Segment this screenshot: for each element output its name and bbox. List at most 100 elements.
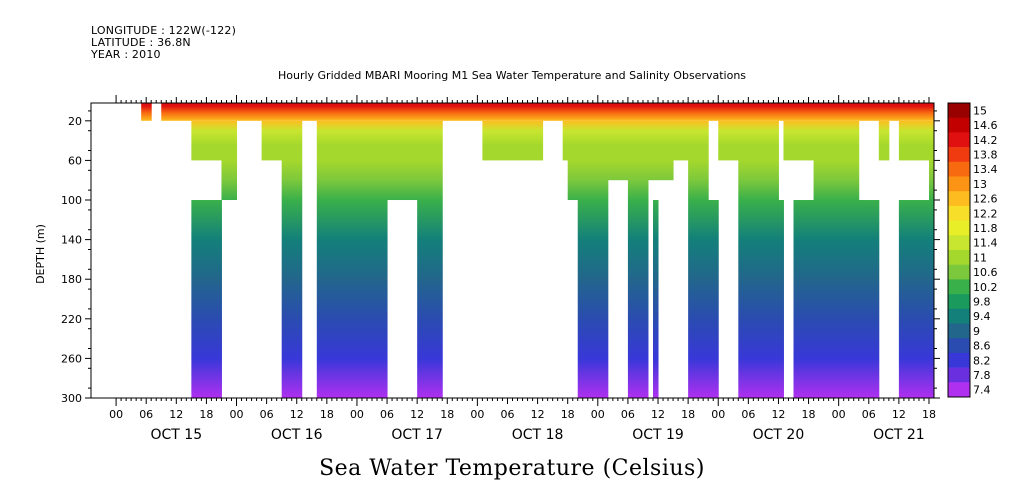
data-block: [783, 120, 815, 161]
x-tick-label: 06: [862, 408, 876, 421]
x-tick-label: 18: [199, 408, 213, 421]
colorbar-swatch: [948, 352, 970, 368]
colorbar-swatch: [948, 294, 970, 310]
y-tick-label: 220: [61, 313, 82, 326]
y-axis: 20 60 100 140 180 220 260 300: [61, 110, 940, 405]
colorbar-label: 9: [973, 325, 980, 338]
colorbar-swatch: [948, 117, 970, 133]
x-tick-label: 18: [561, 408, 575, 421]
data-block: [316, 120, 388, 399]
colorbar-swatch: [948, 323, 970, 339]
colorbar-label: 13.4: [973, 163, 998, 176]
colorbar-swatch: [948, 103, 970, 118]
colorbar-label: 9.4: [973, 310, 991, 323]
x-tick-label: 12: [531, 408, 545, 421]
colorbar-swatch: [948, 338, 970, 354]
x-tick-label: 06: [500, 408, 514, 421]
colorbar-label: 13: [973, 178, 987, 191]
year-label: YEAR : 2010: [91, 48, 161, 61]
x-tick-label: 00: [470, 408, 484, 421]
colorbar-swatch: [948, 205, 970, 221]
x-tick-label: 00: [591, 408, 605, 421]
data-block: [627, 120, 649, 399]
data-block: [928, 120, 935, 399]
data-block: [482, 120, 544, 161]
colorbar-label: 9.8: [973, 295, 991, 308]
data-block: [793, 200, 815, 398]
x-tick-label: 06: [139, 408, 153, 421]
y-tick-label: 100: [61, 194, 82, 207]
colorbar-swatch: [948, 220, 970, 236]
data-block: [281, 120, 303, 399]
colorbar-swatch: [948, 132, 970, 148]
data-block: [813, 120, 860, 399]
data-block: [387, 120, 418, 201]
x-day-label: OCT 18: [512, 427, 564, 443]
x-tick-label: 06: [260, 408, 274, 421]
data-block: [567, 120, 579, 201]
data-block: [562, 120, 569, 161]
data-block: [221, 120, 238, 201]
data-block: [161, 103, 192, 121]
x-tick-label: 12: [410, 408, 424, 421]
colorbar-label: 10.6: [973, 266, 998, 279]
colorbar-swatch: [948, 382, 970, 398]
colorbar-swatch: [948, 279, 970, 295]
colorbar-label: 14.2: [973, 134, 998, 147]
colorbar: 15 14.6 14.213.8 13.4 13 12.612.2 11.8 11.411 10…: [947, 102, 998, 398]
x-tick-label: 00: [230, 408, 244, 421]
plot-area: [90, 102, 935, 399]
data-block: [898, 200, 910, 398]
y-axis-title: DEPTH (m): [34, 224, 47, 284]
x-tick-label: 18: [802, 408, 816, 421]
colorbar-label: 12.2: [973, 207, 998, 220]
colorbar-label: 8.2: [973, 354, 991, 367]
y-tick-label: 60: [68, 154, 82, 167]
data-block: [673, 120, 689, 161]
x-day-label: OCT 21: [873, 427, 925, 443]
colorbar-swatch: [948, 147, 970, 163]
data-block: [878, 120, 890, 161]
colorbar-label: 14.6: [973, 119, 998, 132]
colorbar-label: 12.6: [973, 193, 998, 206]
x-day-label: OCT 17: [391, 427, 443, 443]
x-tick-label: 18: [922, 408, 936, 421]
colorbar-label: 7.4: [973, 384, 991, 397]
x-axis-title: Sea Water Temperature (Celsius): [319, 456, 705, 481]
longitude-label: LONGITUDE : 122W(-122): [91, 24, 237, 37]
x-tick-label: 12: [651, 408, 665, 421]
x-day-label: OCT 15: [150, 427, 202, 443]
x-tick-label: 06: [741, 408, 755, 421]
x-tick-label: 06: [380, 408, 394, 421]
data-block: [647, 120, 674, 181]
data-block: [191, 120, 222, 161]
data-block: [823, 200, 830, 398]
y-tick-label: 300: [61, 392, 82, 405]
colorbar-swatch: [948, 191, 970, 207]
colorbar-label: 11.8: [973, 222, 998, 235]
x-tick-label: 12: [290, 408, 304, 421]
colorbar-swatch: [948, 250, 970, 265]
colorbar-label: 8.6: [973, 340, 991, 353]
y-tick-label: 20: [68, 115, 82, 128]
colorbar-swatch: [948, 176, 970, 192]
colorbar-swatch: [948, 264, 970, 280]
data-block: [858, 200, 880, 398]
y-tick-label: 140: [61, 234, 82, 247]
x-tick-label: 18: [320, 408, 334, 421]
x-tick-label: 00: [711, 408, 725, 421]
x-tick-label: 06: [621, 408, 635, 421]
y-tick-label: 180: [61, 273, 82, 286]
data-block: [191, 200, 222, 398]
data-block: [191, 103, 935, 121]
data-block: [607, 120, 629, 181]
colorbar-frame: [947, 102, 971, 398]
x-tick-label: 00: [832, 408, 846, 421]
colorbar-swatch: [948, 308, 970, 324]
data-block: [417, 120, 443, 399]
x-axis: 00 06 12 18 00 06 12 18 00 06 12 18 00 06 12 18 00 06 12 18…: [109, 95, 936, 443]
data-block: [577, 120, 609, 399]
colorbar-label: 15: [973, 104, 987, 117]
data-block: [898, 120, 930, 161]
